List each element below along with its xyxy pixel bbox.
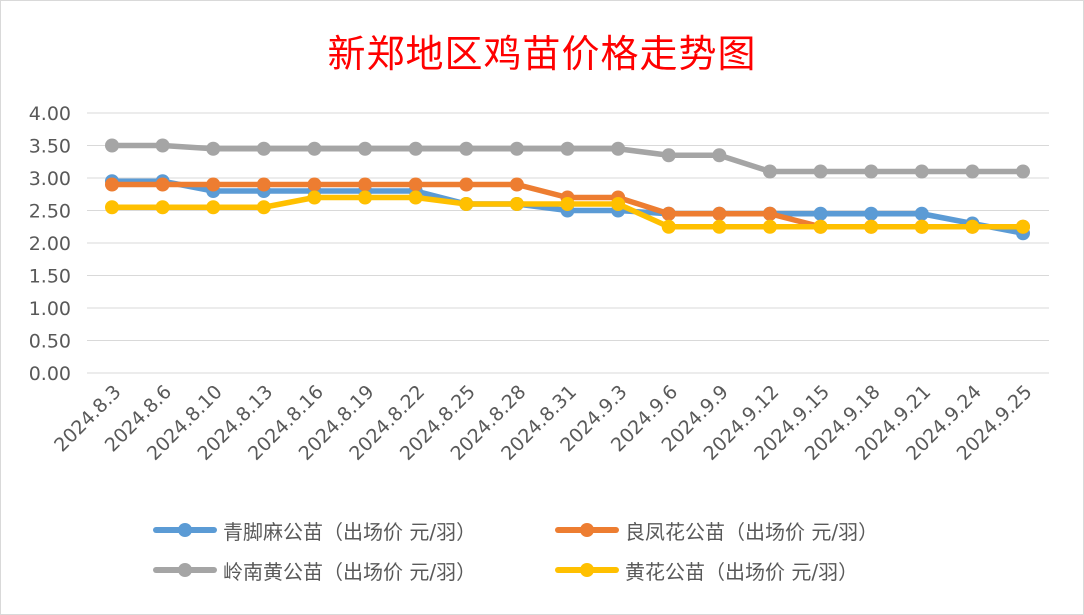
- legend-item-huanghua: 黄花公苗（出场价 元/羽）: [555, 555, 858, 585]
- data-point: [965, 219, 980, 234]
- data-point: [206, 177, 221, 192]
- data-point: [762, 164, 777, 179]
- data-point: [256, 200, 271, 215]
- legend-label: 岭南黄公苗（出场价 元/羽）: [223, 559, 477, 584]
- y-tick-label: 1.00: [29, 298, 71, 320]
- data-point: [256, 177, 271, 192]
- data-point: [914, 164, 929, 179]
- data-point: [1016, 219, 1030, 234]
- data-point: [509, 197, 524, 211]
- data-point: [105, 138, 119, 153]
- y-tick-label: 0.00: [29, 363, 71, 385]
- legend-label: 青脚麻公苗（出场价 元/羽）: [223, 519, 477, 544]
- data-point: [762, 206, 777, 221]
- data-point: [560, 141, 575, 156]
- data-point: [914, 219, 929, 234]
- data-point: [509, 141, 524, 156]
- data-point: [459, 197, 474, 211]
- data-point: [712, 148, 727, 163]
- y-tick-label: 2.00: [29, 233, 71, 255]
- data-point: [206, 200, 221, 215]
- data-point: [307, 141, 322, 156]
- data-point: [661, 219, 676, 234]
- legend-swatch-icon: [153, 515, 217, 545]
- data-point: [408, 141, 423, 156]
- data-point: [408, 177, 423, 192]
- y-tick-label: 2.50: [29, 201, 71, 223]
- data-point: [661, 206, 676, 221]
- data-point: [105, 177, 119, 192]
- data-point: [864, 164, 879, 179]
- legend-label: 良凤花公苗（出场价 元/羽）: [625, 519, 879, 544]
- y-tick-label: 4.00: [29, 103, 71, 125]
- data-point: [155, 138, 170, 153]
- legend-swatch-icon: [555, 555, 619, 585]
- legend-item-lingnanhuang: 岭南黄公苗（出场价 元/羽）: [153, 555, 476, 585]
- data-point: [105, 200, 119, 215]
- line-chart: 0.00 0.50 1.00 1.50 2.00 2.50 3.00 3.50 4.00 202…: [29, 103, 1049, 465]
- data-point: [611, 197, 626, 211]
- series-3: [105, 190, 1030, 234]
- legend-swatch-icon: [153, 555, 217, 585]
- data-point: [459, 177, 474, 192]
- data-point: [965, 164, 980, 179]
- data-point: [509, 177, 524, 192]
- data-point: [155, 177, 170, 192]
- data-point: [712, 206, 727, 221]
- data-point: [813, 164, 828, 179]
- y-tick-label: 0.50: [29, 331, 71, 353]
- chart-title: 新郑地区鸡苗价格走势图: [327, 32, 757, 76]
- legend-label: 黄花公苗（出场价 元/羽）: [625, 559, 859, 584]
- data-point: [1016, 164, 1030, 179]
- data-point: [307, 190, 322, 205]
- data-point: [864, 206, 879, 221]
- y-tick-label: 3.00: [29, 168, 71, 190]
- data-point: [813, 206, 828, 221]
- legend-item-qingjiaoma: 青脚麻公苗（出场价 元/羽）: [153, 515, 476, 545]
- data-point: [358, 177, 373, 192]
- data-point: [358, 190, 373, 205]
- data-point: [459, 141, 474, 156]
- data-point: [712, 219, 727, 234]
- data-point: [914, 206, 929, 221]
- data-point: [206, 141, 221, 156]
- data-point: [813, 219, 828, 234]
- data-point: [611, 141, 626, 156]
- data-point: [661, 148, 676, 163]
- data-point: [358, 141, 373, 156]
- series-2: [105, 138, 1030, 179]
- series-layer: [105, 138, 1030, 241]
- data-point: [560, 197, 575, 211]
- legend-swatch-icon: [555, 515, 619, 545]
- y-axis-ticks: 0.00 0.50 1.00 1.50 2.00 2.50 3.00 3.50 4.00: [29, 103, 71, 385]
- y-tick-label: 1.50: [29, 266, 71, 288]
- x-axis-ticks: 2024.8.32024.8.62024.8.102024.8.132024.8…: [50, 381, 1036, 465]
- y-tick-label: 3.50: [29, 136, 71, 158]
- data-point: [864, 219, 879, 234]
- data-point: [762, 219, 777, 234]
- data-point: [408, 190, 423, 205]
- legend-item-liangfenghua: 良凤花公苗（出场价 元/羽）: [555, 515, 878, 545]
- data-point: [256, 141, 271, 156]
- data-point: [155, 200, 170, 215]
- data-point: [307, 177, 322, 192]
